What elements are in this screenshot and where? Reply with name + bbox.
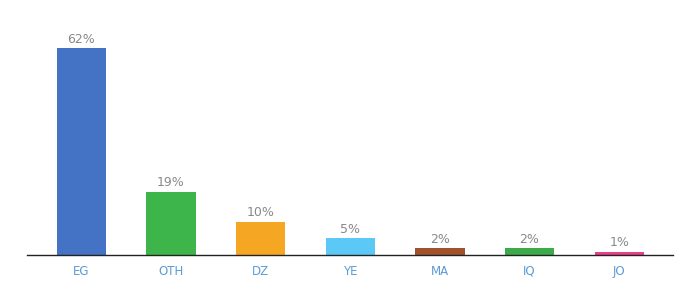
Bar [505, 248, 554, 255]
Bar [56, 48, 106, 255]
Text: 1%: 1% [609, 236, 629, 249]
Bar [236, 222, 285, 255]
Text: 62%: 62% [67, 33, 95, 46]
Text: 2%: 2% [520, 233, 539, 246]
Text: 19%: 19% [157, 176, 185, 189]
Bar [415, 248, 464, 255]
Text: 10%: 10% [247, 206, 275, 219]
Bar [146, 192, 196, 255]
Bar [594, 252, 644, 255]
Bar [326, 238, 375, 255]
Text: 2%: 2% [430, 233, 449, 246]
Text: 5%: 5% [340, 223, 360, 236]
